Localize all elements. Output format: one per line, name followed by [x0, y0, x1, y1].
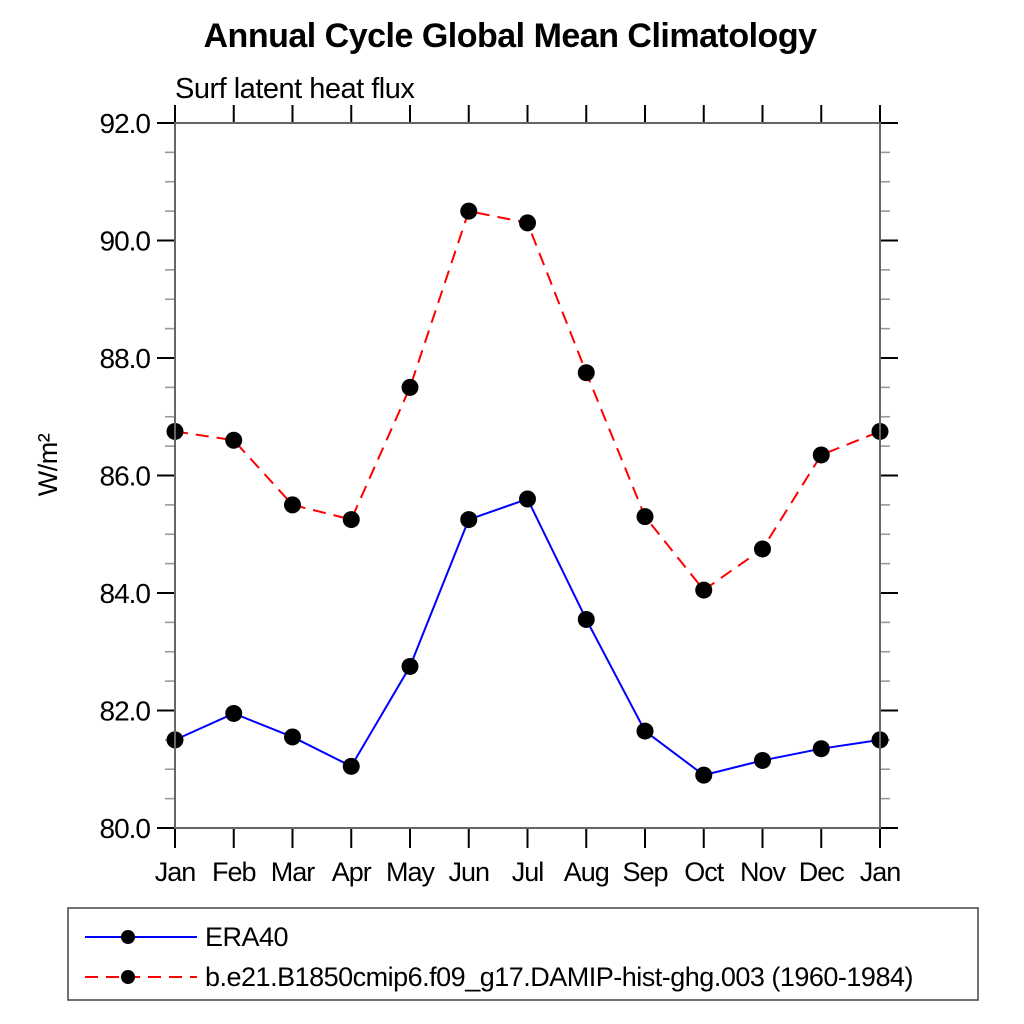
data-point-1 — [225, 431, 243, 449]
x-tick-label: Jun — [448, 857, 489, 887]
data-point-1 — [754, 540, 771, 558]
x-tick-label: Nov — [740, 857, 787, 887]
data-point-0 — [225, 704, 243, 722]
y-axis-label: W/m² — [33, 433, 63, 496]
data-point-1 — [812, 446, 830, 464]
chart-title: Annual Cycle Global Mean Climatology — [204, 17, 818, 55]
y-tick-label: 86.0 — [100, 461, 151, 492]
x-tick-label: Sep — [622, 857, 667, 887]
data-point-0 — [342, 757, 360, 775]
y-tick-label: 88.0 — [100, 343, 151, 374]
y-tick-label: 90.0 — [100, 226, 151, 257]
legend-marker-era40 — [121, 930, 135, 944]
x-tick-label: Jan — [155, 857, 196, 887]
data-point-0 — [754, 751, 771, 769]
x-tick-label: Oct — [684, 857, 725, 887]
legend-label-model: b.e21.B1850cmip6.f09_g17.DAMIP-hist-ghg.… — [205, 962, 913, 992]
data-point-0 — [577, 610, 595, 628]
x-tick-label: Mar — [271, 857, 316, 887]
y-tick-label: 82.0 — [100, 696, 151, 727]
y-tick-labels: 80.0 82.0 84.0 86.0 88.0 90.0 92.0 — [100, 108, 152, 844]
data-point-0 — [401, 657, 419, 675]
x-tick-label: Jul — [512, 857, 544, 887]
data-point-1 — [342, 511, 360, 529]
x-tick-labels: Jan Feb Mar Apr May Jun Jul Aug Sep Oct Nov Dec Jan — [155, 857, 902, 887]
series-line-0 — [174, 497, 881, 777]
data-series — [166, 202, 889, 784]
chart-subtitle: Surf latent heat flux — [175, 73, 415, 105]
x-tick-label: Feb — [212, 857, 256, 887]
data-point-0 — [695, 766, 713, 784]
data-point-1 — [636, 508, 654, 526]
x-tick-label: Jan — [860, 857, 901, 887]
series-line-1 — [174, 209, 881, 592]
legend: ERA40 b.e21.B1850cmip6.f09_g17.DAMIP-his… — [67, 907, 979, 1001]
x-tick-label: Dec — [799, 857, 845, 887]
data-point-0 — [460, 511, 478, 529]
data-point-1 — [695, 581, 713, 599]
data-point-0 — [519, 490, 536, 508]
x-tick-label: Apr — [332, 857, 372, 887]
plot-area-border — [174, 122, 881, 829]
x-tick-label: Aug — [564, 857, 609, 887]
axis-ticks — [157, 105, 898, 848]
data-point-1 — [401, 378, 419, 396]
y-tick-label: 84.0 — [100, 578, 151, 609]
legend-box — [67, 907, 979, 1001]
x-tick-label: May — [386, 857, 436, 887]
data-point-0 — [284, 728, 301, 746]
y-tick-label: 92.0 — [100, 108, 151, 139]
data-point-0 — [636, 722, 654, 740]
data-point-1 — [284, 496, 301, 514]
data-point-0 — [812, 740, 830, 758]
data-point-1 — [577, 364, 595, 382]
data-point-1 — [519, 214, 536, 232]
legend-marker-model — [121, 970, 135, 984]
y-tick-label: 80.0 — [100, 813, 151, 844]
legend-label-era40: ERA40 — [205, 922, 288, 952]
data-point-1 — [460, 202, 478, 220]
